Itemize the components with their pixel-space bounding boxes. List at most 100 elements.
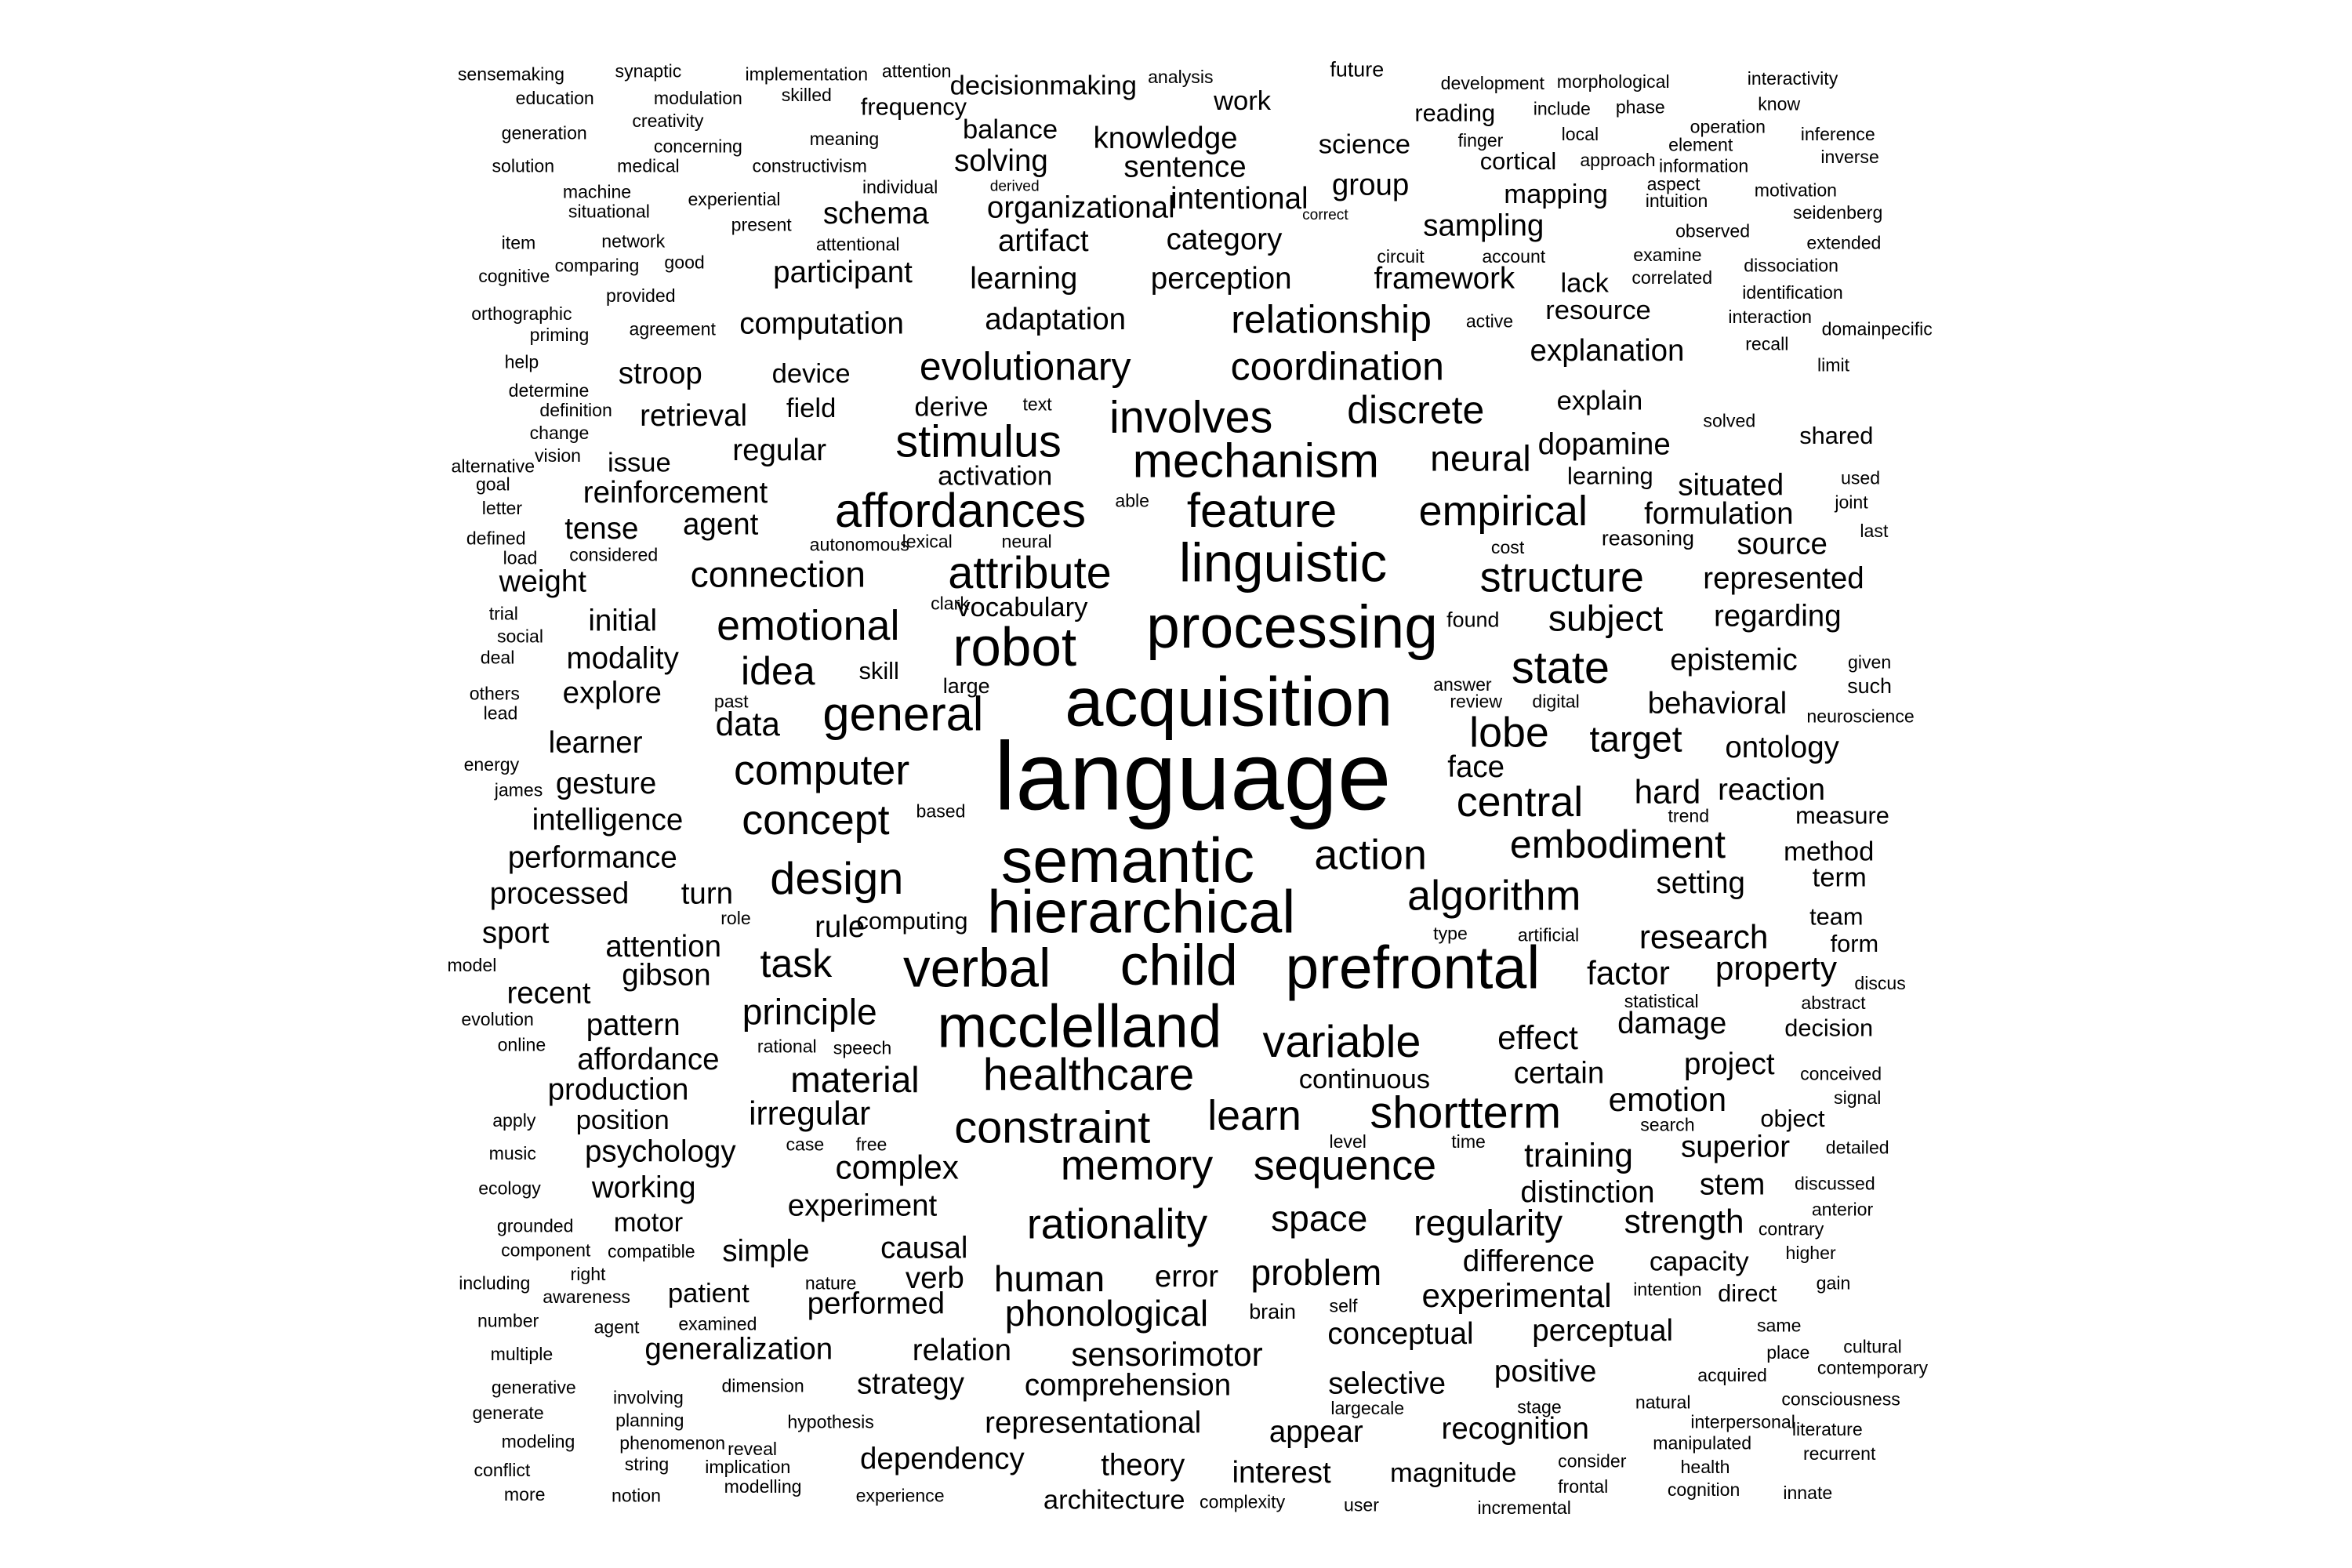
word-priming: priming xyxy=(530,325,590,345)
word-network: network xyxy=(601,231,665,252)
word-machine: machine xyxy=(563,181,631,201)
word-natural: natural xyxy=(1635,1392,1691,1413)
word-perception: perception xyxy=(1151,262,1292,296)
word-difference: difference xyxy=(1463,1245,1595,1279)
word-weight: weight xyxy=(499,564,587,598)
word-performance: performance xyxy=(508,840,677,874)
word-appear: appear xyxy=(1269,1415,1363,1449)
word-creativity: creativity xyxy=(632,111,704,131)
word-position: position xyxy=(576,1105,670,1135)
word-brain: brain xyxy=(1249,1300,1296,1323)
word-lexical: lexical xyxy=(902,531,953,551)
word-recognition: recognition xyxy=(1442,1412,1589,1446)
word-future: future xyxy=(1330,58,1384,82)
word-awareness: awareness xyxy=(543,1287,630,1307)
word-comparing: comparing xyxy=(555,256,640,276)
word-letter: letter xyxy=(482,498,523,518)
word-human: human xyxy=(994,1258,1105,1299)
word-work: work xyxy=(1213,86,1272,116)
word-interest: interest xyxy=(1232,1456,1331,1490)
word-explore: explore xyxy=(563,677,662,710)
word-definition: definition xyxy=(539,400,612,420)
word-interpersonal: interpersonal xyxy=(1690,1412,1795,1432)
word-experience: experience xyxy=(856,1486,945,1506)
word-reading: reading xyxy=(1414,99,1495,126)
word-goal: goal xyxy=(476,474,510,494)
word-neuroscience: neuroscience xyxy=(1806,706,1914,727)
word-cultural: cultural xyxy=(1843,1336,1901,1356)
word-component: component xyxy=(501,1240,591,1260)
word-neural: neural xyxy=(1430,438,1530,479)
word-abstract: abstract xyxy=(1801,993,1866,1013)
word-discrete: discrete xyxy=(1347,388,1484,432)
word-robot: robot xyxy=(953,616,1076,677)
word-evolutionary: evolutionary xyxy=(920,344,1131,388)
word-property: property xyxy=(1715,950,1838,987)
word-processed: processed xyxy=(490,877,630,910)
word-autonomous: autonomous xyxy=(810,534,909,554)
word-given: given xyxy=(1848,652,1891,672)
word-computing: computing xyxy=(856,907,967,935)
word-role: role xyxy=(720,908,751,928)
word-stroop: stroop xyxy=(619,357,702,390)
word-attention: attention xyxy=(605,930,721,964)
word-research: research xyxy=(1639,918,1769,955)
word-object: object xyxy=(1760,1105,1825,1132)
word-found: found xyxy=(1446,608,1499,631)
word-form: form xyxy=(1831,930,1879,957)
word-conceived: conceived xyxy=(1800,1063,1882,1083)
word-project: project xyxy=(1684,1047,1775,1081)
word-speech: speech xyxy=(833,1038,891,1058)
word-circuit: circuit xyxy=(1377,246,1425,267)
word-learn: learn xyxy=(1207,1092,1301,1139)
word-notion: notion xyxy=(612,1486,661,1506)
word-embodiment: embodiment xyxy=(1510,822,1726,866)
word-frontal: frontal xyxy=(1558,1476,1608,1497)
word-recent: recent xyxy=(506,976,590,1010)
word-central: central xyxy=(1457,779,1583,826)
word-affordance: affordance xyxy=(577,1043,719,1076)
word-experiment: experiment xyxy=(788,1189,938,1223)
word-nature: nature xyxy=(805,1273,856,1294)
word-empirical: empirical xyxy=(1419,488,1588,535)
word-schema: schema xyxy=(823,197,929,230)
word-linguistic: linguistic xyxy=(1179,532,1387,593)
word-verb: verb xyxy=(906,1261,964,1295)
word-compatible: compatible xyxy=(608,1241,695,1261)
word-healthcare: healthcare xyxy=(983,1050,1194,1100)
word-determine: determine xyxy=(509,380,590,401)
word-cortical: cortical xyxy=(1480,147,1557,175)
word-able: able xyxy=(1115,491,1149,511)
word-hypothesis: hypothesis xyxy=(787,1412,873,1432)
word-more: more xyxy=(504,1484,546,1504)
word-lead: lead xyxy=(484,703,518,724)
word-child: child xyxy=(1120,934,1238,997)
word-solution: solution xyxy=(492,156,554,176)
word-seidenberg: seidenberg xyxy=(1793,202,1882,223)
word-grounded: grounded xyxy=(497,1216,574,1236)
word-structure: structure xyxy=(1480,554,1644,601)
word-magnitude: magnitude xyxy=(1390,1458,1516,1488)
word-concerning: concerning xyxy=(654,136,742,157)
word-phonological: phonological xyxy=(1005,1293,1208,1334)
word-involving: involving xyxy=(613,1388,684,1408)
word-attribute: attribute xyxy=(948,548,1111,598)
word-initial: initial xyxy=(588,604,657,637)
word-sampling: sampling xyxy=(1423,209,1544,243)
word-case: case xyxy=(786,1134,825,1155)
word-development: development xyxy=(1441,73,1545,93)
word-orthographic: orthographic xyxy=(471,303,572,324)
word-hierarchical: hierarchical xyxy=(987,879,1295,946)
word-manipulated: manipulated xyxy=(1653,1432,1751,1453)
word-emotion: emotion xyxy=(1609,1081,1726,1118)
word-resource: resource xyxy=(1545,296,1651,325)
word-incremental: incremental xyxy=(1478,1497,1571,1518)
word-setting: setting xyxy=(1656,866,1744,900)
word-right: right xyxy=(571,1264,607,1284)
word-social: social xyxy=(497,626,543,647)
word-stimulus: stimulus xyxy=(895,417,1062,467)
word-dissociation: dissociation xyxy=(1744,256,1838,276)
word-aspect: aspect xyxy=(1647,174,1701,194)
word-type: type xyxy=(1433,923,1468,943)
word-intentional: intentional xyxy=(1171,182,1308,216)
